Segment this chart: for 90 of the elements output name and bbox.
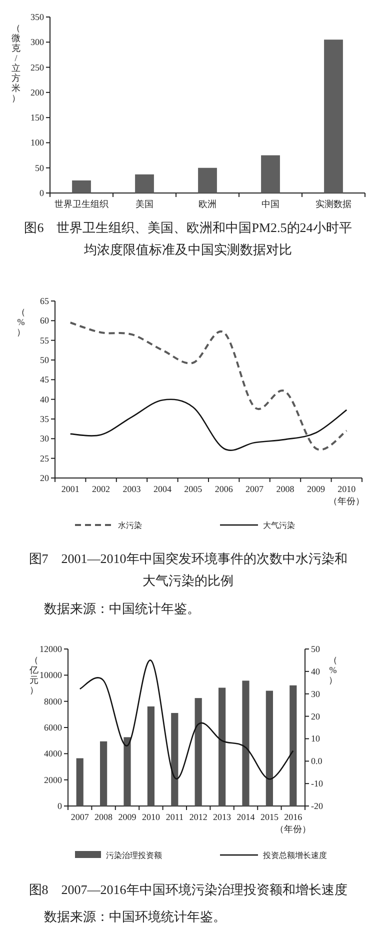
y-tick-label: 40 bbox=[40, 394, 50, 404]
bar bbox=[218, 688, 226, 806]
x-tick-label: 2010 bbox=[142, 812, 160, 822]
source-note: 数据来源：中国统计年鉴。 bbox=[44, 601, 200, 616]
y-tick-label: 300 bbox=[30, 37, 44, 48]
x-tick-label: 2015 bbox=[260, 812, 279, 822]
text: 图8 2007—2016年中国环境污染治理投资额和增长速度 bbox=[28, 882, 348, 897]
x-tick-label: 中国 bbox=[262, 199, 280, 209]
y-axis-title: （微克/立方米） bbox=[12, 23, 20, 103]
legend-label: 投资总额增长速度 bbox=[262, 851, 327, 860]
x-tick-label: 美国 bbox=[136, 199, 154, 209]
y-tick-label: 10000 bbox=[40, 670, 62, 680]
y2-tick-label: 30 bbox=[311, 688, 320, 699]
x-tick-label: 2002 bbox=[92, 484, 110, 494]
x-tick-label: 2010 bbox=[338, 484, 356, 494]
bar bbox=[324, 40, 343, 193]
bar bbox=[266, 690, 274, 806]
x-tick-label: 2004 bbox=[153, 484, 172, 494]
y-axis-title: （%） bbox=[16, 307, 26, 337]
bar bbox=[100, 741, 108, 806]
x-tick-label: 实测数据 bbox=[316, 199, 352, 209]
x-tick-label: 2005 bbox=[184, 484, 203, 494]
bar bbox=[147, 706, 155, 806]
line-series bbox=[69, 322, 348, 451]
y-tick-label: 30 bbox=[40, 434, 50, 444]
x-tick-label: 2011 bbox=[166, 812, 184, 822]
y-tick-label: 4000 bbox=[44, 748, 62, 759]
y-tick-label: 150 bbox=[30, 112, 44, 123]
y2-tick-label: -10 bbox=[311, 778, 324, 789]
y-tick-label: 55 bbox=[40, 335, 50, 346]
y-tick-label: 65 bbox=[40, 296, 50, 306]
x-tick-label: 2007 bbox=[70, 812, 90, 822]
y2-tick-label: 50 bbox=[311, 644, 320, 654]
y-axis-title: （亿元） bbox=[28, 655, 38, 695]
x-tick-label: 2001 bbox=[61, 484, 80, 494]
y-tick-label: 50 bbox=[35, 162, 44, 173]
x-tick-label: 2012 bbox=[189, 812, 208, 822]
bar bbox=[198, 168, 217, 193]
x-tick-label: 2008 bbox=[276, 484, 295, 494]
y-tick-label: 350 bbox=[30, 12, 44, 22]
y2-tick-label: 0.0 bbox=[311, 756, 323, 766]
x-tick-label: 2014 bbox=[236, 812, 256, 822]
x-tick-label: 2007 bbox=[246, 484, 264, 494]
legend-label: 大气污染 bbox=[263, 521, 295, 530]
y-tick-label: 50 bbox=[40, 355, 50, 365]
bar bbox=[242, 680, 250, 806]
y2-axis-title: （%） bbox=[328, 655, 338, 685]
legend-label: 污染治理投资额 bbox=[106, 851, 162, 860]
bar bbox=[124, 737, 131, 806]
x-tick-label: 2016 bbox=[284, 812, 303, 822]
y-tick-label: 12000 bbox=[40, 644, 62, 654]
line-series bbox=[79, 660, 294, 780]
x-tick-label: 2009 bbox=[306, 484, 326, 494]
bar bbox=[72, 180, 91, 193]
y2-tick-label: -20 bbox=[311, 801, 324, 811]
x-axis-title: （年份） bbox=[328, 496, 365, 506]
x-tick-label: 2008 bbox=[94, 812, 114, 822]
y-tick-label: 250 bbox=[30, 62, 44, 72]
y2-tick-label: 40 bbox=[311, 666, 320, 676]
legend-label: 水污染 bbox=[118, 521, 142, 530]
text: 图7 2001—2010年中国突发环境事件的次数中水污染和大气污染的比例 bbox=[28, 551, 348, 588]
bar bbox=[135, 174, 154, 193]
y-tick-label: 6000 bbox=[44, 722, 62, 732]
y-tick-label: 2000 bbox=[44, 774, 62, 785]
y-tick-label: 100 bbox=[30, 138, 44, 148]
y2-tick-label: 20 bbox=[311, 711, 320, 722]
x-tick-label: 欧洲 bbox=[198, 199, 216, 209]
y-tick-label: 60 bbox=[40, 316, 50, 326]
text: 图6 世界卫生组织、美国、欧洲和中国PM2.5的24小时平均浓度限值标准及中国实测数据对比 bbox=[24, 220, 352, 257]
y-tick-label: 0 bbox=[40, 188, 44, 198]
bar bbox=[171, 712, 178, 806]
y-tick-label: 200 bbox=[30, 87, 44, 98]
y-tick-label: 25 bbox=[40, 453, 50, 464]
x-tick-label: 2013 bbox=[213, 812, 232, 822]
y-tick-label: 35 bbox=[40, 414, 50, 424]
y-tick-label: 20 bbox=[40, 473, 50, 483]
bar bbox=[290, 685, 297, 806]
y-tick-label: 0 bbox=[58, 801, 62, 811]
y-tick-label: 8000 bbox=[44, 696, 62, 706]
source-note: 数据来源：中国环境统计年鉴。 bbox=[44, 909, 226, 924]
x-tick-label: 2009 bbox=[118, 812, 137, 822]
x-tick-label: 2006 bbox=[214, 484, 234, 494]
y-tick-label: 45 bbox=[40, 374, 50, 385]
x-tick-label: 2003 bbox=[122, 484, 142, 494]
x-tick-label: 世界卫生组织 bbox=[54, 199, 108, 209]
bar bbox=[76, 758, 84, 806]
bar bbox=[261, 155, 280, 193]
bar bbox=[194, 698, 202, 806]
x-axis-title: （年份） bbox=[275, 824, 312, 834]
y2-tick-label: 10 bbox=[311, 734, 320, 744]
